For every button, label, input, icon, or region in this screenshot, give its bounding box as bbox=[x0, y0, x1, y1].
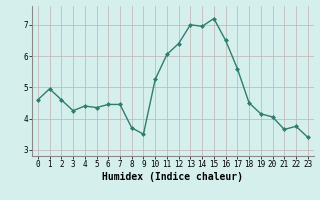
X-axis label: Humidex (Indice chaleur): Humidex (Indice chaleur) bbox=[102, 172, 243, 182]
